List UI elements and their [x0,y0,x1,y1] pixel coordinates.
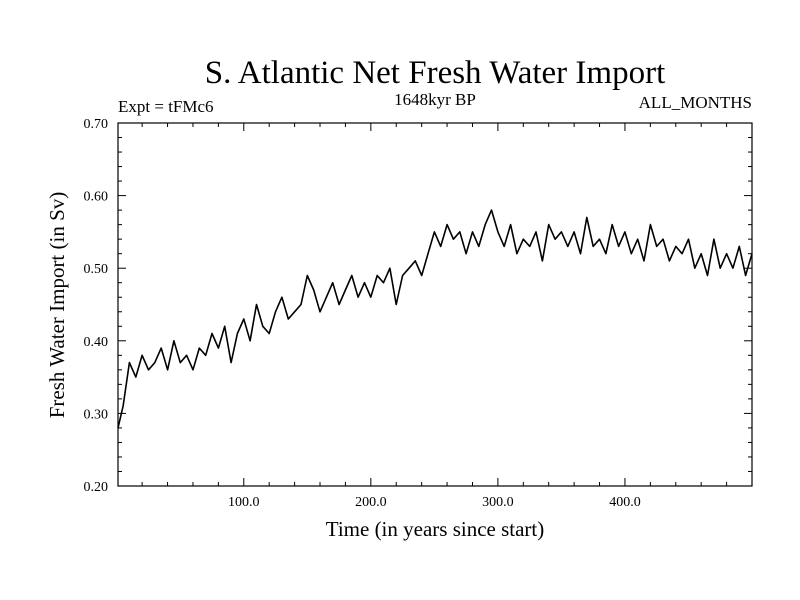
y-axis-label: Fresh Water Import (in Sv) [45,192,69,419]
plot-frame [117,122,753,487]
y-axis-ticks: 0.20 0.30 0.40 0.50 0.60 0.70 [84,117,752,495]
period-label: 1648kyr BP [394,90,476,109]
series-line-fresh-water-import [117,209,753,429]
x-tick-label: 100.0 [228,495,260,510]
x-tick-label: 400.0 [609,495,641,510]
y-tick-label: 0.70 [84,117,109,132]
experiment-label: Expt = tFMc6 [118,97,214,116]
y-tick-label: 0.50 [84,262,109,277]
months-label: ALL_MONTHS [639,93,752,112]
y-tick-label: 0.20 [84,480,109,495]
y-tick-label: 0.40 [84,335,109,350]
series-layer [117,209,753,429]
y-tick-label: 0.60 [84,190,109,205]
x-tick-label: 300.0 [482,495,514,510]
chart-title: S. Atlantic Net Fresh Water Import [205,55,666,91]
x-axis-label: Time (in years since start) [326,517,545,541]
y-tick-label: 0.30 [84,407,109,422]
x-tick-label: 200.0 [355,495,387,510]
x-axis-ticks: 100.0 200.0 300.0 400.0 [141,123,728,510]
